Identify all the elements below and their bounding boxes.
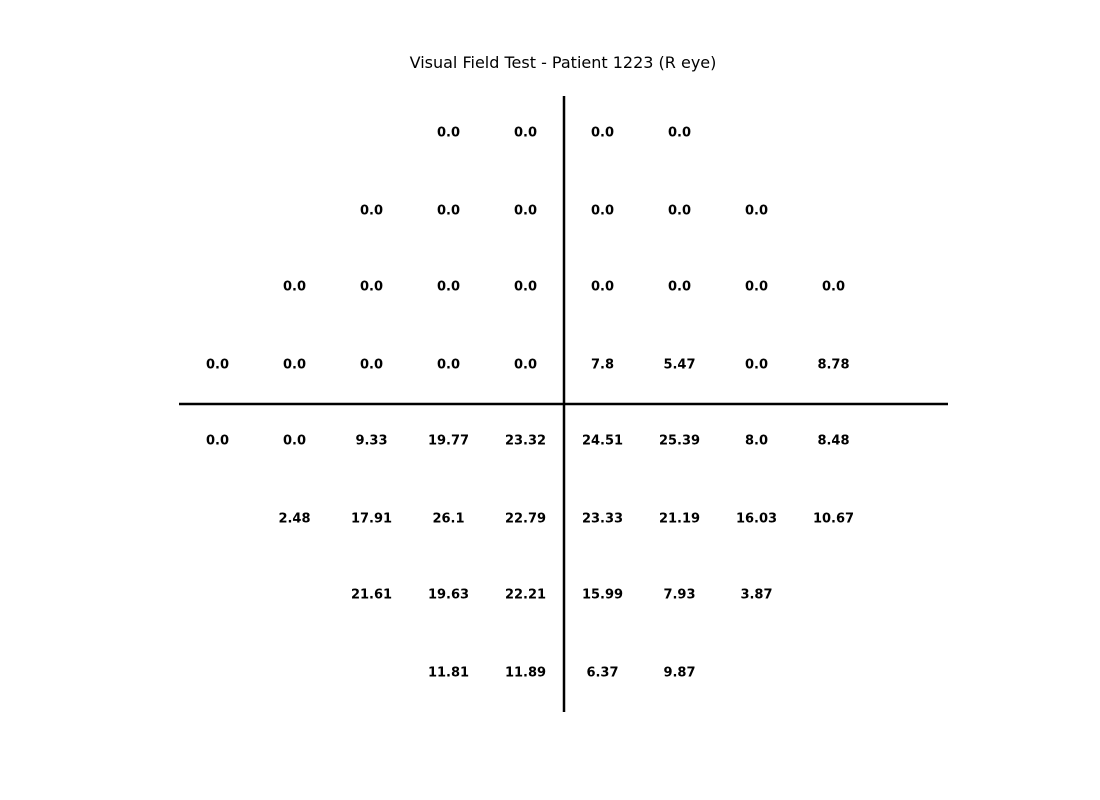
cell-value: 21.19 <box>659 512 700 527</box>
cell-value: 0.0 <box>283 434 306 449</box>
cell-value: 7.8 <box>591 358 614 373</box>
cell-value: 0.0 <box>822 280 845 295</box>
chart-title: Visual Field Test - Patient 1223 (R eye) <box>410 53 717 72</box>
cell-value: 6.37 <box>586 666 618 681</box>
cell-value: 0.0 <box>206 434 229 449</box>
cell-value: 26.1 <box>432 512 464 527</box>
cell-value: 0.0 <box>360 280 383 295</box>
cell-value: 25.39 <box>659 434 700 449</box>
cell-value: 23.33 <box>582 512 623 527</box>
cell-value: 0.0 <box>668 126 691 141</box>
cell-value: 8.0 <box>745 434 768 449</box>
threshold-values-grid: 0.0 0.0 0.0 0.0 0.0 0.0 0.0 0.0 0.0 0.0 0.0 0.0 0.0 0… <box>206 126 854 681</box>
cell-value: 0.0 <box>360 358 383 373</box>
cell-value: 21.61 <box>351 588 392 603</box>
cell-value: 2.48 <box>278 512 310 527</box>
cell-value: 0.0 <box>514 204 537 219</box>
cell-value: 0.0 <box>283 358 306 373</box>
cell-value: 0.0 <box>437 204 460 219</box>
cell-value: 22.79 <box>505 512 546 527</box>
cell-value: 0.0 <box>437 126 460 141</box>
cell-value: 0.0 <box>591 280 614 295</box>
cell-value: 11.81 <box>428 666 469 681</box>
cell-value: 0.0 <box>745 280 768 295</box>
cell-value: 24.51 <box>582 434 623 449</box>
cell-value: 7.93 <box>663 588 695 603</box>
cell-value: 5.47 <box>663 358 695 373</box>
cell-value: 0.0 <box>514 126 537 141</box>
cell-value: 9.33 <box>355 434 387 449</box>
cell-value: 19.77 <box>428 434 469 449</box>
cell-value: 19.63 <box>428 588 469 603</box>
cell-value: 17.91 <box>351 512 392 527</box>
cell-value: 0.0 <box>591 204 614 219</box>
cell-value: 11.89 <box>505 666 546 681</box>
cell-value: 0.0 <box>206 358 229 373</box>
cell-value: 0.0 <box>514 358 537 373</box>
cell-value: 3.87 <box>740 588 772 603</box>
cell-value: 0.0 <box>437 358 460 373</box>
cell-value: 23.32 <box>505 434 546 449</box>
cell-value: 10.67 <box>813 512 854 527</box>
cell-value: 0.0 <box>360 204 383 219</box>
cell-value: 16.03 <box>736 512 777 527</box>
cell-value: 0.0 <box>668 280 691 295</box>
cell-value: 0.0 <box>514 280 537 295</box>
cell-value: 22.21 <box>505 588 546 603</box>
cell-value: 0.0 <box>283 280 306 295</box>
cell-value: 8.78 <box>817 358 849 373</box>
cell-value: 8.48 <box>817 434 849 449</box>
cell-value: 0.0 <box>591 126 614 141</box>
cell-value: 0.0 <box>745 358 768 373</box>
cell-value: 0.0 <box>745 204 768 219</box>
cell-value: 0.0 <box>668 204 691 219</box>
cell-value: 0.0 <box>437 280 460 295</box>
cell-value: 15.99 <box>582 588 623 603</box>
cell-value: 9.87 <box>663 666 695 681</box>
